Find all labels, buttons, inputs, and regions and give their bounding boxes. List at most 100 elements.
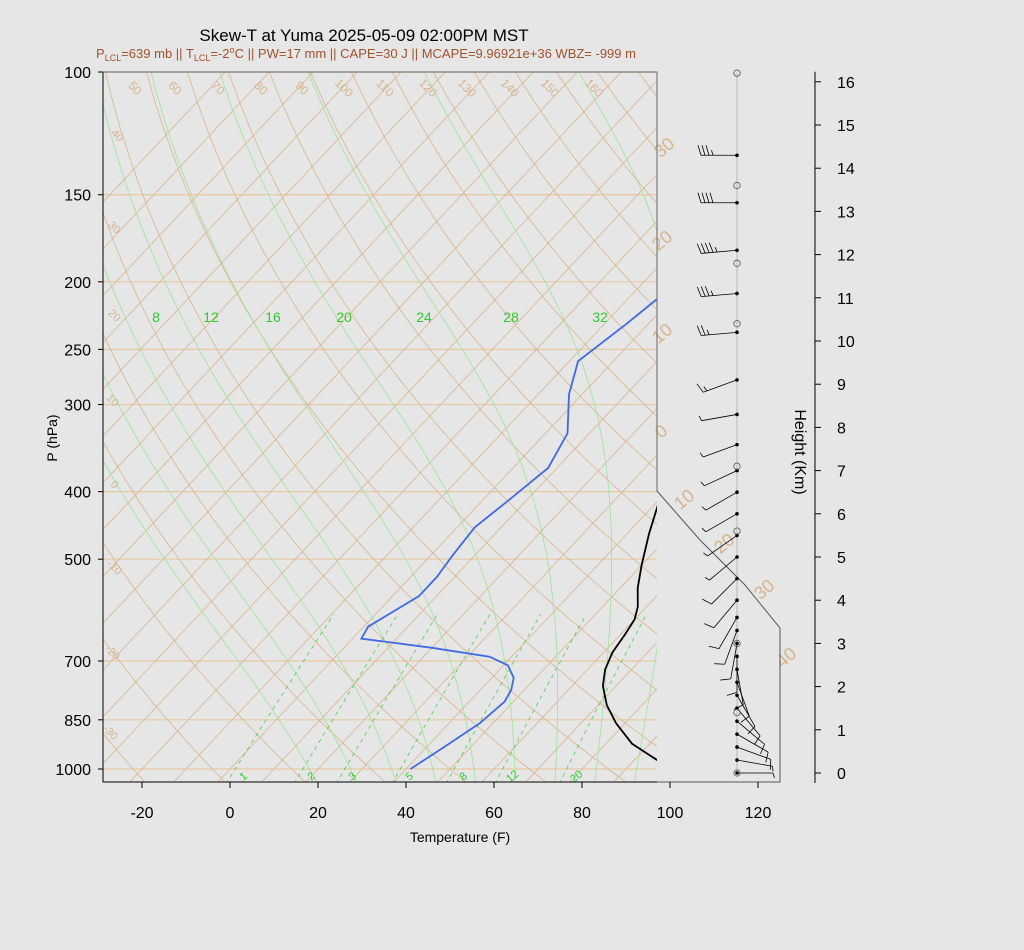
height-tick-label: 11 <box>837 291 854 308</box>
dry-adiabat-line <box>432 72 657 364</box>
pressure-tick-label: 400 <box>64 485 91 502</box>
isotherm-line <box>788 56 1024 783</box>
mixing-ratio-line <box>495 614 587 782</box>
moist-adiabat-line <box>103 102 437 782</box>
isotherm-line <box>700 56 1024 783</box>
wind-barb <box>702 576 739 605</box>
isotherm-line <box>103 126 657 718</box>
isotherm-line <box>876 56 1024 783</box>
moist-adiabat-line <box>307 72 558 782</box>
wind-barb <box>701 490 739 511</box>
height-tick-label: 15 <box>837 118 855 135</box>
height-tick-label: 14 <box>837 161 855 178</box>
wind-barb <box>735 693 756 735</box>
degree-symbol: o <box>230 45 235 55</box>
t-lcl-sub: LCL <box>194 53 211 63</box>
p-lcl-value: =639 mb || <box>121 46 186 61</box>
wind-barbs-panel <box>696 69 775 779</box>
pressure-tick-label: 850 <box>64 713 91 730</box>
wind-barb <box>698 412 739 422</box>
wind-barb <box>735 758 774 772</box>
wind-level-marker <box>733 181 741 190</box>
dry-adiabat-line <box>310 72 657 525</box>
profile-lines <box>359 297 696 770</box>
height-tick-label: 10 <box>837 334 855 351</box>
temperature-line <box>601 504 657 761</box>
height-tick-label: 1 <box>837 723 846 740</box>
isotherm-right-label: 30 <box>750 575 778 603</box>
parcel-line <box>694 442 696 472</box>
wind-barb <box>699 442 739 458</box>
dry-adiabat-line <box>269 72 657 580</box>
mixing-ratio-line <box>226 614 334 782</box>
wind-barb <box>720 641 739 681</box>
mixing-ratio-line <box>336 614 438 782</box>
isotherm-line <box>103 72 490 484</box>
pressure-tick-label: 1000 <box>55 762 91 779</box>
plot-border-upper <box>103 71 658 492</box>
dry-adiabat-line <box>103 211 547 782</box>
dewpoint-line <box>359 297 657 770</box>
isotherm-line <box>217 314 657 782</box>
y-axis-label: P (hPa) <box>44 414 60 461</box>
height-tick-label: 3 <box>837 636 846 653</box>
p-symbol: P <box>96 46 105 61</box>
pressure-tick-label: 250 <box>64 342 91 359</box>
pressure-tick-label: 100 <box>64 65 91 82</box>
isotherm-line <box>103 72 622 624</box>
plot-background <box>103 72 657 782</box>
t-symbol: T <box>186 46 194 61</box>
dry-adiabat-line <box>228 72 657 635</box>
dry-adiabat-line <box>187 72 657 691</box>
dry-adiabat-line <box>637 72 657 98</box>
wind-barb <box>704 598 739 629</box>
dry-adiabat-line <box>146 72 657 748</box>
temperature-tick-label: 100 <box>657 805 684 822</box>
isotherm-right-label: 20 <box>710 529 738 557</box>
isotherm-line <box>103 72 314 297</box>
wind-barb <box>696 242 739 254</box>
isotherm-line <box>103 173 657 765</box>
isotherm-line <box>305 407 657 782</box>
temperature-tick-label: -20 <box>130 805 153 822</box>
dry-adiabat-line <box>350 72 657 471</box>
pressure-tick-label: 500 <box>64 552 91 569</box>
wind-level-marker <box>733 69 741 77</box>
temperature-tick-label: 40 <box>397 805 415 822</box>
moist-adiabat-line <box>578 72 657 782</box>
dry-adiabat-line <box>103 732 146 782</box>
moist-adiabat-label: 20 <box>336 309 352 325</box>
wind-level-marker <box>733 769 741 777</box>
dry-adiabat-line <box>103 440 386 782</box>
wind-barb <box>708 615 739 650</box>
wind-barb <box>697 192 739 205</box>
isotherm-line <box>832 56 1024 783</box>
wind-barb <box>701 512 739 533</box>
height-tick-label: 12 <box>837 248 855 265</box>
height-tick-label: 6 <box>837 507 846 524</box>
dry-adiabat-line <box>103 332 467 782</box>
isotherm-line <box>103 72 446 437</box>
dry-adiabat-line <box>103 638 226 782</box>
isotherm-line <box>525 641 657 782</box>
temperature-tick-label: 20 <box>309 805 327 822</box>
height-tick-label: 2 <box>837 680 846 697</box>
isotherm-line <box>173 267 657 782</box>
isotherm-line <box>103 72 578 578</box>
moist-adiabat-line <box>150 72 476 782</box>
moist-adiabat-label: 32 <box>592 309 608 325</box>
isotherm-line <box>103 72 402 390</box>
moist-adiabat-line <box>103 459 317 782</box>
wind-level-marker <box>733 320 741 328</box>
chart-subtitle: PLCL=639 mb || TLCL=-2oC || PW=17 mm || … <box>96 45 636 63</box>
height-axis-label: Height (Km) <box>791 409 808 494</box>
dry-adiabat-line <box>391 72 657 418</box>
wind-barb <box>735 719 765 755</box>
isotherm-line <box>261 360 657 782</box>
isotherm-right-label: 40 <box>772 643 800 671</box>
wind-level-marker <box>733 527 741 535</box>
dry-adiabat-line <box>843 72 1024 784</box>
plot-frame <box>102 71 781 783</box>
plot-axis-lines <box>102 72 657 783</box>
